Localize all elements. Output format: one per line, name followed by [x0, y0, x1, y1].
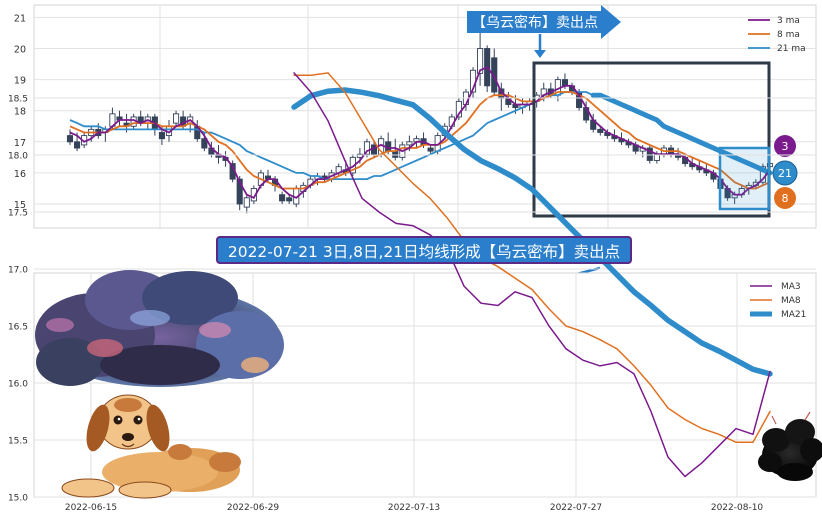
- ma-lines-bottom: [291, 72, 773, 478]
- y-tick-label: 15: [14, 200, 26, 211]
- storm-cloud-illustration: [35, 270, 284, 387]
- legend-bottom: MA3 MA8 MA21: [750, 282, 806, 320]
- legend-label-ma3: 3 ma: [777, 16, 800, 26]
- legend-label-ma8: 8 ma: [777, 30, 800, 40]
- end-marker-ma3: [774, 135, 796, 157]
- signal-box-small: [718, 146, 771, 211]
- grid-lines-bottom: [34, 97, 816, 498]
- ma3-line: [69, 66, 771, 199]
- callout: 【乌云密布】卖出点: [467, 5, 621, 58]
- candlestick-panel: 15 16 17 18 19 20 21 【乌云密布】卖出点 3 ma 8 ma 21 ma…: [14, 4, 817, 229]
- signal-box-large: [532, 61, 771, 218]
- y-tick-label: 18: [14, 107, 26, 118]
- y-tick-label: 17: [14, 138, 26, 149]
- candle: [597, 126, 604, 136]
- callout-arrow-shape: [467, 5, 621, 39]
- y-tick-label: 18.5: [8, 95, 28, 105]
- ma21-line-bottom: [291, 87, 773, 377]
- legend-label-ma21-bottom: MA21: [781, 310, 806, 320]
- y-tick-label: 16: [14, 169, 26, 180]
- candle: [286, 194, 293, 205]
- y-tick-label: 19: [14, 76, 26, 87]
- candle: [646, 144, 653, 164]
- y-tick-label: 18.0: [8, 152, 28, 162]
- dog-illustration: [61, 394, 241, 499]
- y-tick-label: 16.5: [8, 323, 28, 333]
- y-tick-label: 21: [14, 13, 26, 24]
- end-marker-ma8: [774, 187, 796, 209]
- signal-banner: 2022-07-21 3日,8日,21日均线形成【乌云密布】卖出点: [216, 236, 632, 264]
- ma8-line-bottom: [293, 72, 771, 444]
- x-tick-label: 2022-06-29: [227, 503, 280, 513]
- candle: [173, 110, 180, 127]
- black-cloud-illustration: [758, 411, 822, 481]
- legend-label-ma3-bottom: MA3: [781, 282, 801, 292]
- callout-pointer-head: [534, 50, 546, 58]
- candle: [243, 194, 250, 214]
- end-marker-ma3-label: 3: [782, 140, 789, 153]
- y-tick-label: 17.5: [8, 209, 28, 219]
- y-tick-label: 15.0: [8, 494, 28, 504]
- x-tick-label: 2022-08-10: [711, 503, 764, 513]
- y-tick-label: 20: [14, 45, 26, 56]
- candle: [66, 129, 74, 145]
- candle: [491, 48, 498, 96]
- legend: 3 ma 8 ma 21 ma: [748, 16, 806, 54]
- y-tick-label: 17.0: [8, 266, 28, 276]
- candle: [477, 29, 484, 86]
- candle: [427, 144, 434, 155]
- end-marker-ma8-label: 8: [782, 192, 789, 205]
- moving-average-lines: [69, 66, 773, 199]
- legend-label-ma21: 21 ma: [777, 44, 806, 54]
- x-tick-label: 2022-07-27: [550, 503, 602, 513]
- end-markers: 3 21 8: [772, 135, 798, 209]
- callout-text: 【乌云密布】卖出点: [472, 14, 598, 31]
- candle: [279, 191, 286, 205]
- y-tick-label: 16.0: [8, 380, 28, 390]
- x-tick-label: 2022-07-13: [388, 503, 440, 513]
- ma3-line-bottom: [293, 72, 771, 478]
- end-marker-ma21-label: 21: [778, 167, 792, 180]
- y-axis-ticks: 15 16 17 18 19 20 21: [14, 13, 26, 211]
- candles: [66, 29, 774, 214]
- y-tick-label: 15.5: [8, 437, 28, 447]
- ma8-line: [69, 91, 771, 190]
- candle: [363, 138, 371, 158]
- x-tick-label: 2022-06-15: [65, 503, 117, 513]
- end-marker-ma21: [772, 160, 798, 186]
- x-axis-ticks: 2022-06-15 2022-06-29 2022-07-13 2022-07-27…: [65, 503, 764, 513]
- y-axis-ticks-bottom: 15.0 15.5 16.0 16.5 17.0 17.5 18.0 18.5: [8, 95, 28, 504]
- legend-label-ma8-bottom: MA8: [781, 296, 801, 306]
- ma21-line-highlight: [590, 92, 773, 176]
